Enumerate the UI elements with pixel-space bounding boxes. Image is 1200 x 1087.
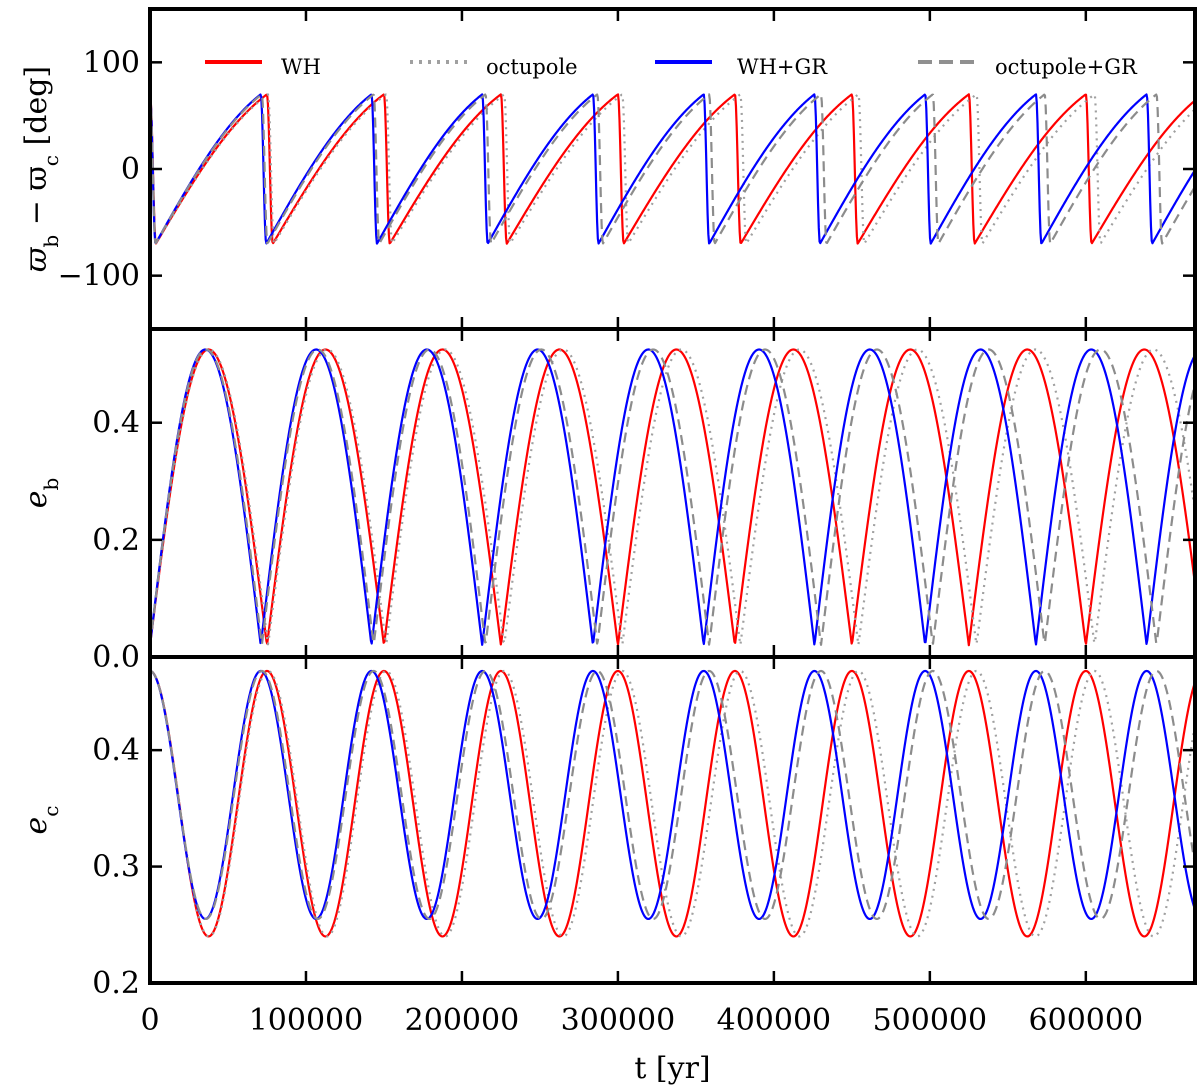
legend-label-octupole-gr: octupole+GR	[995, 55, 1138, 79]
x-tick-label-6: 600000	[1029, 1003, 1144, 1038]
y-axis-label-dpomega-part: [deg]	[19, 66, 54, 155]
x-tick-label-0: 0	[140, 1003, 159, 1038]
y-axis-label-dpomega: ϖb − ϖc [deg]	[19, 66, 63, 272]
x-tick-label-4: 400000	[717, 1003, 832, 1038]
legend-label-wh-gr: WH+GR	[737, 55, 828, 79]
plot-area	[150, 93, 1195, 938]
x-tick-label-5: 500000	[873, 1003, 988, 1038]
series-line-octupole-panel-1	[150, 93, 1195, 245]
y-tick-label-2-2: 0.4	[92, 406, 140, 441]
y-axis-label-ec-part: c	[39, 806, 63, 817]
y-axis-label-ec-part: e	[19, 817, 54, 835]
legend-label-wh: WH	[281, 55, 321, 79]
series-line-wh-gr-panel-3	[150, 669, 1195, 921]
y-axis-label-eb-part: e	[19, 491, 54, 509]
y-tick-label-2-1: 0.2	[92, 523, 140, 558]
y-tick-label-1-1: 0	[121, 152, 140, 187]
y-axis-label-dpomega-part: − ϖ	[19, 166, 54, 235]
panel-frame-3	[148, 655, 1197, 985]
panel-dpomega-series	[150, 93, 1195, 245]
series-line-wh-panel-1	[150, 93, 1195, 245]
series-line-wh-gr-panel-2	[150, 348, 1195, 646]
panel-ec-series	[150, 669, 1195, 938]
series-line-octupole-gr-panel-3	[150, 669, 1195, 921]
series-line-wh-panel-3	[150, 669, 1195, 938]
y-axis-label-dpomega-part: ϖ	[19, 246, 54, 272]
series-line-octupole-panel-3	[150, 669, 1195, 938]
axes: −100 0 100 0.0 0.2 0.4 0.2 0.3 0.4 0 100000 200000 3…	[19, 7, 1197, 1086]
y-tick-label-3-2: 0.4	[92, 733, 140, 768]
y-tick-label-3-1: 0.3	[92, 850, 140, 885]
y-axis-label-ec: ec	[19, 806, 63, 835]
y-tick-label-1-0: −100	[58, 259, 140, 294]
series-line-octupole-gr-panel-2	[150, 348, 1195, 646]
series-line-wh-gr-panel-1	[150, 93, 1195, 245]
y-axis-label-eb: eb	[19, 478, 63, 509]
legend-label-octupole: octupole	[486, 55, 578, 79]
series-line-octupole-gr-panel-1	[150, 93, 1195, 245]
series-line-octupole-panel-2	[150, 348, 1195, 646]
x-tick-label-1: 100000	[249, 1003, 364, 1038]
legend: WH octupole WH+GR octupole+GR	[205, 55, 1138, 79]
x-tick-label-3: 300000	[561, 1003, 676, 1038]
x-axis-label: t [yr]	[634, 1051, 710, 1086]
x-tick-label-2: 200000	[405, 1003, 520, 1038]
y-tick-label-3-0: 0.2	[92, 966, 140, 1001]
y-tick-label-2-0: 0.0	[92, 640, 140, 675]
panel-eb-series	[150, 348, 1195, 647]
y-axis-label-dpomega-part: b	[39, 235, 63, 248]
y-tick-label-1-2: 100	[83, 45, 140, 80]
y-axis-label-dpomega-part: c	[39, 155, 63, 166]
y-axis-label-eb-part: b	[39, 478, 63, 491]
panel-frame-2	[148, 327, 1197, 659]
